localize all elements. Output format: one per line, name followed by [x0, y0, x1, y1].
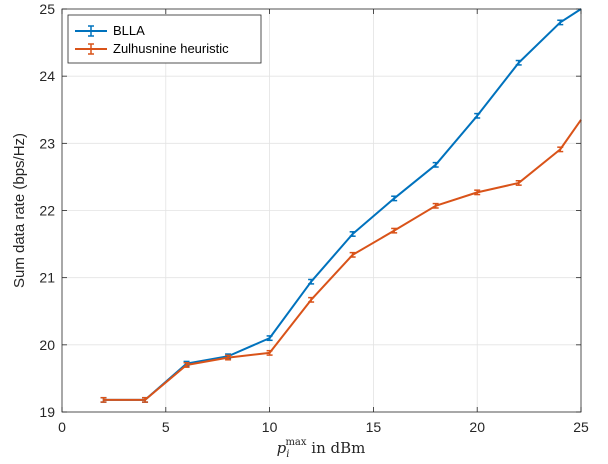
y-tick-label: 21: [39, 270, 55, 286]
x-tick-label: 0: [58, 419, 66, 435]
axes: 0 5 10 15 20 25 19 20 21 22 23 24 25: [39, 1, 589, 435]
legend-label-zulhusnine: Zulhusnine heuristic: [113, 41, 229, 56]
x-axis-label-symbol: p: [277, 439, 287, 457]
x-tick-label: 5: [162, 419, 170, 435]
x-axis-label-suffix: in dBm: [307, 439, 366, 457]
y-tick-label: 23: [39, 135, 55, 151]
x-axis-label-subscript: i: [286, 449, 289, 460]
series-zulhusnine: [100, 119, 582, 403]
y-tick-label: 22: [39, 203, 55, 219]
series-layer: [100, 8, 582, 403]
y-tick-label: 19: [39, 404, 55, 420]
legend-box: [67, 14, 262, 64]
y-axis-label: Sum data rate (bps/Hz): [11, 133, 28, 288]
legend: BLLA Zulhusnine heuristic: [67, 14, 262, 64]
y-tick-label: 24: [39, 68, 55, 84]
x-tick-label: 25: [573, 419, 589, 435]
grid-lines: [62, 9, 581, 412]
y-tick-label: 20: [39, 337, 55, 353]
x-tick-label: 15: [366, 419, 382, 435]
legend-entry-blla: BLLA: [75, 23, 145, 38]
x-tick-label: 20: [469, 419, 485, 435]
y-tick-label: 25: [39, 1, 55, 17]
x-axis-label: pimax in dBm: [277, 437, 366, 460]
x-tick-label: 10: [262, 419, 278, 435]
legend-entry-zulhusnine: Zulhusnine heuristic: [75, 41, 229, 56]
legend-label-blla: BLLA: [113, 23, 145, 38]
x-axis-label-superscript: max: [285, 437, 306, 448]
